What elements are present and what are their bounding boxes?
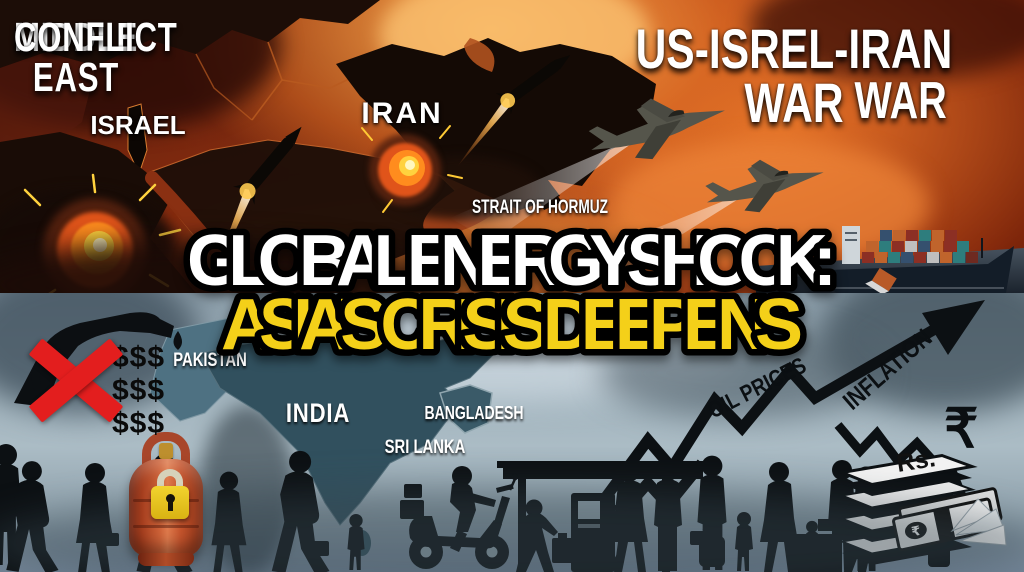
padlock-keyhole — [166, 494, 175, 503]
war-scene-background: MIDDLE EAST CONFLICT US-ISREL-IRAN WAR W… — [0, 0, 1024, 293]
scooter-rider — [400, 466, 519, 569]
lpg-cylinder-base — [138, 553, 194, 566]
main-headline: GLOBAL ENERGY SHOCK: ASIA'S CRISIS DEEPE… — [180, 218, 843, 358]
falling-container — [865, 267, 897, 293]
fuel-nozzle-icon — [14, 312, 182, 407]
person-with-jerrycan — [516, 499, 573, 572]
money-stack: Rs. ₹ — [836, 444, 1007, 565]
map-label-india: INDIA — [285, 398, 351, 428]
rupee-symbol: ₹ — [944, 399, 979, 459]
map-label-israel: ISRAEL — [90, 110, 186, 140]
grey-cloud — [600, 328, 880, 418]
price-dollars: $$$ — [112, 374, 166, 407]
lpg-cylinder-valve — [159, 443, 173, 459]
people-queue — [0, 444, 365, 572]
price-dollars: $$$ — [112, 341, 166, 374]
title-line: CONFLICT — [14, 14, 178, 60]
fighter-jet-icon — [450, 80, 830, 282]
map-label-strait-of-hormuz: STRAIT OF HORMUZ — [471, 197, 609, 218]
south-asia-map: Rs. ₹ — [0, 300, 1007, 572]
headline-line2: ASIA'S CRISIS DEEPENS — [221, 285, 803, 358]
map-label-pakistan: PAKISTAN — [173, 350, 247, 371]
lpg-cylinder-handle — [142, 432, 190, 464]
middle-east-map — [0, 0, 1024, 293]
fanned-notes — [950, 498, 1007, 546]
map-label-sri-lanka: SRI LANKA — [384, 437, 466, 458]
cylinder-seam — [133, 525, 199, 528]
missile-icon — [457, 44, 578, 167]
map-label-iran: IRAN — [361, 97, 443, 130]
padlock-shackle — [157, 469, 183, 493]
asia-crisis-scene: Rs. ₹ PAKISTAN INDIA BANGLADESH SR — [0, 293, 1024, 572]
padlock-keyhole — [168, 501, 173, 511]
rs-note-label: Rs. — [895, 444, 938, 478]
price-dollars: $$$ — [112, 407, 166, 440]
map-label-bangladesh: BANGLADESH — [424, 403, 524, 423]
note-currency-symbol: ₹ — [910, 524, 922, 541]
cargo-ship — [756, 226, 1024, 293]
arrowhead-up — [922, 300, 985, 355]
title-line: MIDDLE EAST — [14, 14, 138, 100]
small-lpg-cylinder — [699, 524, 725, 567]
headline-line1: GLOBAL ENERGY SHOCK: — [187, 221, 837, 301]
